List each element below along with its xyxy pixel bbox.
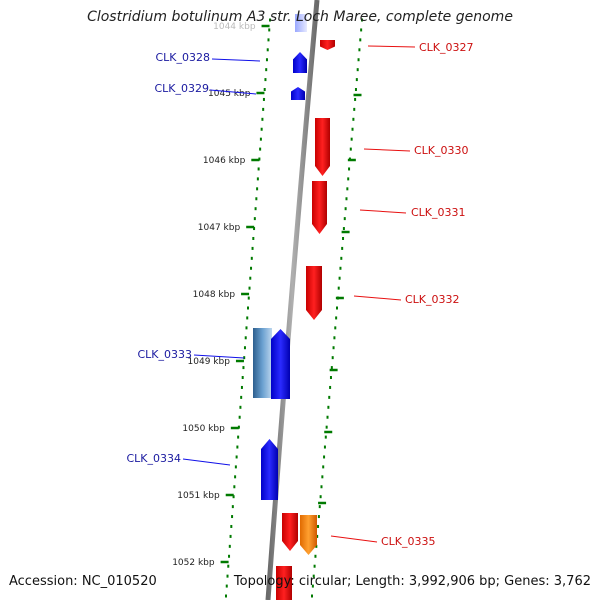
genome-summary-text: Topology: circular; Length: 3,992,906 bp… xyxy=(233,574,591,589)
tick-label: 1049 kbp xyxy=(188,357,231,367)
tick-label: 1048 kbp xyxy=(193,290,236,300)
tick-4: 1048 kbp xyxy=(193,290,250,300)
leader-clk-0333 xyxy=(193,354,245,359)
genome-backbone xyxy=(265,0,320,601)
tick-6: 1050 kbp xyxy=(182,424,239,434)
leader-clk-0327 xyxy=(367,45,416,48)
gene-clk-0330[interactable] xyxy=(315,118,330,176)
gene-clk-0332[interactable] xyxy=(306,266,322,320)
tick-label: 1045 kbp xyxy=(208,89,251,99)
gene-label-clk-0331[interactable]: CLK_0331 xyxy=(411,206,466,219)
tick-label: 1047 kbp xyxy=(198,223,241,233)
map-title: Clostridium botulinum A3 str. Loch Maree… xyxy=(87,9,513,25)
gene-clk-0334[interactable] xyxy=(261,439,278,500)
gene-label-clk-0328[interactable]: CLK_0328 xyxy=(155,51,210,64)
leader-clk-0330 xyxy=(363,148,411,152)
outer-tick-ring xyxy=(311,18,363,598)
tick-3: 1047 kbp xyxy=(198,223,255,233)
tick-2: 1046 kbp xyxy=(203,156,260,166)
gene-clk-0328[interactable] xyxy=(293,52,307,73)
inner-tick-ring xyxy=(225,18,271,598)
tick-label: 1046 kbp xyxy=(203,156,246,166)
tick-label: 1050 kbp xyxy=(182,424,225,434)
gene-label-clk-0333[interactable]: CLK_0333 xyxy=(137,348,192,361)
tick-label: 1052 kbp xyxy=(172,558,215,568)
gene-label-clk-0335[interactable]: CLK_0335 xyxy=(381,535,436,548)
leader-clk-0329 xyxy=(209,89,257,95)
leader-clk-0328 xyxy=(211,58,261,62)
leader-clk-0331 xyxy=(359,209,407,214)
tick-7: 1051 kbp xyxy=(177,491,234,501)
gene-clk-0333[interactable] xyxy=(253,328,272,398)
tick-8: 1052 kbp xyxy=(172,558,229,568)
leader-clk-0335 xyxy=(330,535,378,543)
gene-clk-0336[interactable] xyxy=(300,515,317,555)
tick-1: 1045 kbp xyxy=(208,89,265,99)
tick-label: 1051 kbp xyxy=(177,491,220,501)
gene-label-clk-0334[interactable]: CLK_0334 xyxy=(126,452,181,465)
accession-text: Accession: NC_010520 xyxy=(9,574,157,589)
tick-label: 1044 kbp xyxy=(213,22,256,32)
tick-0: 1044 kbp xyxy=(213,22,270,32)
gene-clk-0329[interactable] xyxy=(291,87,305,100)
gene-clk-0327[interactable] xyxy=(320,40,335,50)
gene-offscreen-top[interactable] xyxy=(295,14,307,32)
leader-clk-0334 xyxy=(182,458,231,466)
gene-clk-0331[interactable] xyxy=(312,181,327,234)
gene-label-clk-0330[interactable]: CLK_0330 xyxy=(414,144,469,157)
gene-clk-0333-arrow[interactable] xyxy=(271,329,290,399)
gene-label-clk-0329[interactable]: CLK_0329 xyxy=(154,82,209,95)
tick-5: 1049 kbp xyxy=(188,357,244,367)
gene-offscreen-bottom[interactable] xyxy=(276,566,292,600)
leader-clk-0332 xyxy=(353,295,402,301)
gene-clk-0335[interactable] xyxy=(282,513,298,551)
gene-label-clk-0332[interactable]: CLK_0332 xyxy=(405,293,460,306)
gene-label-clk-0327[interactable]: CLK_0327 xyxy=(419,41,474,54)
